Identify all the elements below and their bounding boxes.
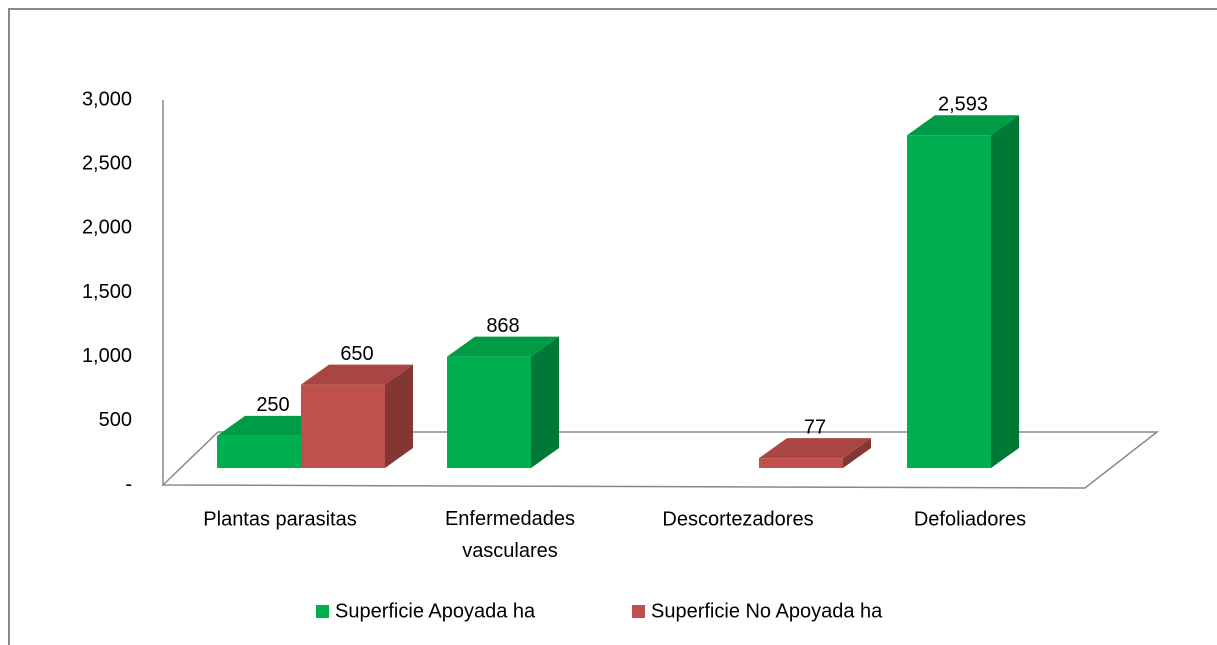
legend-label: Superficie No Apoyada ha [651, 600, 883, 622]
y-tick-label: 1,500 [82, 281, 132, 303]
bar-top [447, 336, 559, 357]
data-label: 77 [804, 416, 826, 438]
bar-side [843, 438, 871, 468]
x-tick-label: Enfermedades vasculares [445, 508, 575, 562]
x-tick-label: Plantas parasitas [203, 508, 356, 530]
bar-front [217, 435, 301, 468]
y-tick-label: - [125, 473, 132, 495]
legend-label: Superficie Apoyada ha [335, 600, 536, 622]
bar-side [385, 364, 413, 468]
bar-front [447, 356, 531, 468]
bar-side [531, 336, 559, 468]
bar-front [907, 135, 991, 468]
legend-swatch [632, 605, 645, 618]
bar [907, 115, 1019, 469]
bar-top [301, 364, 413, 385]
data-label: 250 [256, 394, 289, 416]
data-label: 868 [486, 315, 519, 337]
legend-swatch [316, 605, 329, 618]
bar-front [301, 384, 385, 468]
y-tick-label: 2,000 [82, 217, 132, 239]
y-tick-label: 3,000 [82, 88, 132, 110]
y-tick-label: 500 [99, 409, 132, 431]
chart-frame [8, 8, 1217, 645]
bar-top [907, 115, 1019, 136]
bar-side [991, 115, 1019, 469]
data-label: 650 [340, 343, 373, 365]
bar-top [759, 438, 871, 459]
bar-front [759, 458, 843, 468]
y-tick-label: 2,500 [82, 152, 132, 174]
bar [301, 364, 413, 468]
x-tick-label: Defoliadores [914, 508, 1026, 530]
bar [447, 336, 559, 468]
data-label: 2,593 [938, 94, 988, 116]
bar [759, 438, 871, 468]
y-tick-label: 1,000 [82, 345, 132, 367]
x-tick-label: Descortezadores [662, 508, 813, 530]
